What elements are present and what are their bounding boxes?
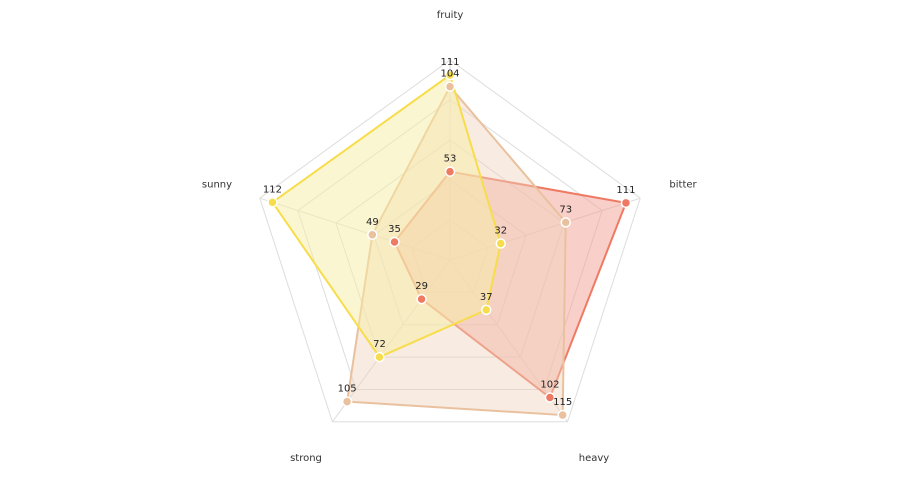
axis-label-sunny: sunny <box>202 179 232 190</box>
data-point-1-bitter[interactable] <box>620 197 632 209</box>
data-label-1-fruity: 53 <box>444 154 457 165</box>
data-point-3-strong[interactable] <box>374 351 385 363</box>
data-label-3-sunny: 112 <box>263 184 282 195</box>
axis-label-fruity: fruity <box>437 10 464 21</box>
data-point-1-strong[interactable] <box>416 293 427 305</box>
data-label-1-heavy: 102 <box>540 380 559 391</box>
data-point-1-sunny[interactable] <box>389 236 400 248</box>
axis-label-strong: strong <box>290 453 322 464</box>
data-point-3-bitter[interactable] <box>495 238 506 249</box>
data-point-2-sunny[interactable] <box>367 229 378 241</box>
radar-series-layer <box>271 74 627 417</box>
data-point-1-heavy[interactable] <box>544 392 556 403</box>
data-label-2-fruity: 104 <box>440 69 459 80</box>
data-point-2-strong[interactable] <box>341 396 353 407</box>
data-point-3-sunny[interactable] <box>267 197 278 208</box>
data-label-2-sunny: 49 <box>366 217 379 228</box>
data-label-2-bitter: 73 <box>559 204 572 215</box>
axis-label-heavy: heavy <box>579 453 610 464</box>
data-label-1-sunny: 35 <box>388 224 401 235</box>
data-label-3-heavy: 37 <box>480 292 493 303</box>
data-label-2-heavy: 115 <box>553 397 572 408</box>
data-point-3-fruity[interactable] <box>444 69 456 81</box>
data-label-3-bitter: 32 <box>494 226 507 237</box>
data-point-2-heavy[interactable] <box>557 409 568 421</box>
grid-ring <box>259 59 641 423</box>
data-point-1-fruity[interactable] <box>444 166 456 177</box>
data-label-3-strong: 72 <box>373 339 386 350</box>
data-label-2-strong: 105 <box>338 384 357 395</box>
data-label-3-fruity: 111 <box>440 57 459 68</box>
data-point-2-fruity[interactable] <box>444 81 456 92</box>
data-label-1-bitter: 111 <box>616 185 635 196</box>
radar-labels-layer: fruity bitter heavy strong sunny 53 111 102 29 35… <box>202 10 698 464</box>
series-area-3 <box>271 74 502 359</box>
radar-points-layer <box>267 69 632 421</box>
data-point-2-bitter[interactable] <box>560 217 571 228</box>
data-label-1-strong: 29 <box>415 281 428 292</box>
axis-label-bitter: bitter <box>669 179 697 190</box>
data-point-3-heavy[interactable] <box>480 304 492 316</box>
